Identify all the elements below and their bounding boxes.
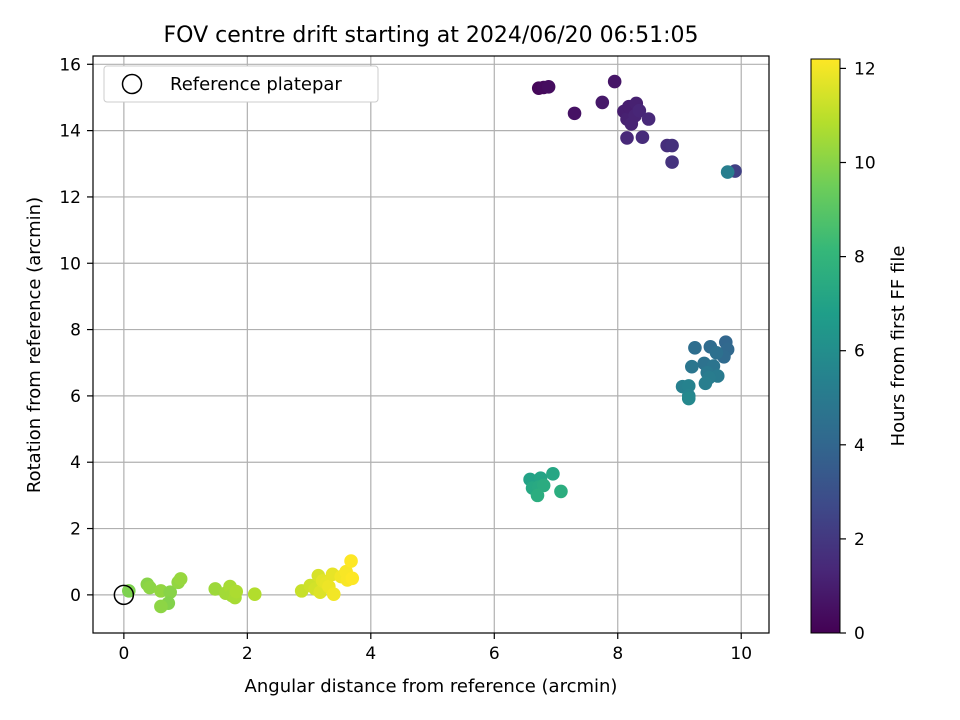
data-point xyxy=(635,130,650,145)
x-tick-label: 8 xyxy=(612,644,623,664)
data-point xyxy=(229,584,244,599)
x-tick-label: 4 xyxy=(365,644,376,664)
data-point xyxy=(554,484,568,499)
legend-label-reference-platepar: Reference platepar xyxy=(170,74,342,95)
y-tick-label: 12 xyxy=(59,188,81,208)
data-point xyxy=(688,341,702,355)
data-point xyxy=(208,582,223,596)
data-point xyxy=(698,376,713,391)
data-point xyxy=(154,599,168,614)
data-point xyxy=(546,467,560,481)
data-point xyxy=(665,155,679,169)
plot-frame xyxy=(92,55,770,634)
colorbar-tick-label: 4 xyxy=(854,436,865,456)
data-point xyxy=(326,587,341,602)
y-tick-label: 10 xyxy=(59,254,81,274)
x-tick-label: 0 xyxy=(118,644,129,664)
data-point xyxy=(345,571,360,586)
y-tick-label: 16 xyxy=(59,55,81,75)
data-point xyxy=(641,112,656,126)
data-point xyxy=(247,587,262,602)
data-point xyxy=(620,131,634,145)
legend: Reference platepar xyxy=(103,65,379,103)
colorbar-tick-label: 0 xyxy=(854,624,865,644)
colorbar-ticks: 0 2 4 6 8 10 12 xyxy=(840,59,876,644)
y-tick-label: 8 xyxy=(70,321,81,341)
data-point xyxy=(173,572,188,586)
x-tick-label: 6 xyxy=(489,644,500,664)
grid-lines xyxy=(93,56,769,633)
data-point xyxy=(709,345,724,360)
data-point xyxy=(541,80,556,94)
x-axis-ticks: 0 2 4 6 8 10 xyxy=(118,633,752,664)
data-point xyxy=(607,74,622,89)
colorbar-tick-label: 10 xyxy=(854,154,876,174)
chart-title: FOV centre drift starting at 2024/06/20 … xyxy=(164,23,699,48)
colorbar-tick-label: 6 xyxy=(854,342,865,362)
data-point xyxy=(530,488,545,503)
colorbar-tick-label: 8 xyxy=(854,248,865,268)
x-tick-label: 2 xyxy=(242,644,253,664)
data-point xyxy=(122,584,136,598)
colorbar-label: Hours from first FF file xyxy=(888,246,909,447)
data-point xyxy=(595,95,610,110)
x-axis-label: Angular distance from reference (arcmin) xyxy=(245,676,618,697)
y-tick-label: 2 xyxy=(70,520,81,540)
data-point xyxy=(142,580,157,595)
y-tick-label: 4 xyxy=(70,453,81,473)
legend-marker-open-circle xyxy=(121,73,143,95)
colorbar-tick-label: 12 xyxy=(854,59,876,79)
reference-platepar-marker xyxy=(113,584,135,606)
data-point xyxy=(681,379,696,393)
colorbar: 0 2 4 6 8 10 12 Hours from first FF file xyxy=(810,58,909,644)
legend-box xyxy=(103,65,379,103)
colorbar-tick-label: 2 xyxy=(854,530,865,550)
data-point xyxy=(665,138,679,153)
data-point xyxy=(685,359,699,374)
colorbar-gradient xyxy=(810,58,841,634)
x-tick-label: 10 xyxy=(730,644,752,664)
data-point xyxy=(163,585,177,600)
data-point xyxy=(632,103,647,118)
y-tick-label: 14 xyxy=(59,122,81,142)
data-points xyxy=(113,74,742,614)
data-point xyxy=(681,391,696,406)
y-tick-label: 0 xyxy=(70,586,81,606)
data-point xyxy=(720,165,735,179)
data-point xyxy=(344,554,358,568)
y-axis-ticks: 0 2 4 6 8 10 12 14 16 xyxy=(59,55,93,606)
y-axis-label: Rotation from reference (arcmin) xyxy=(24,197,45,493)
data-point xyxy=(536,478,551,493)
y-tick-label: 6 xyxy=(70,387,81,407)
data-point xyxy=(567,106,582,121)
